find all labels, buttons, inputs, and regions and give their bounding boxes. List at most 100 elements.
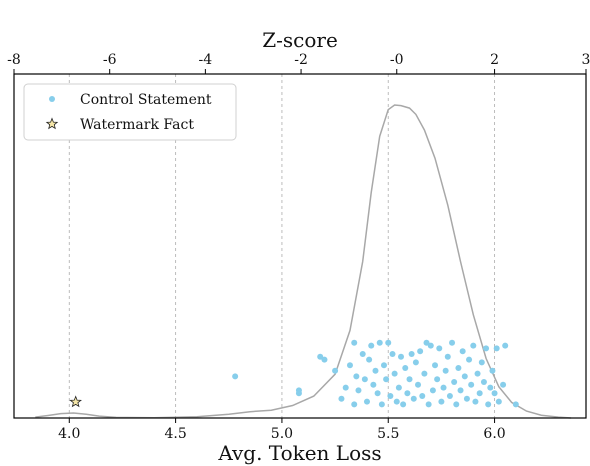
- control-point: [402, 365, 409, 371]
- control-point: [383, 376, 390, 383]
- control-point: [412, 359, 419, 366]
- control-point: [376, 339, 383, 346]
- control-point: [387, 393, 394, 399]
- control-point: [434, 376, 441, 383]
- control-point: [495, 398, 502, 405]
- control-point: [425, 401, 432, 408]
- control-point: [463, 395, 470, 402]
- z-tick-label: -4: [199, 52, 213, 68]
- watermark-point: [69, 395, 82, 408]
- data-points: [69, 339, 519, 408]
- control-point: [472, 398, 479, 405]
- control-point: [419, 393, 426, 399]
- x-tick-label: 5.5: [377, 426, 399, 442]
- control-point: [404, 390, 411, 397]
- control-point: [453, 401, 460, 408]
- control-point: [374, 390, 381, 397]
- control-point: [415, 381, 422, 388]
- control-point: [483, 345, 490, 352]
- control-point: [474, 370, 481, 377]
- plot-frame: [13, 73, 587, 419]
- control-point: [351, 339, 358, 346]
- control-point: [385, 339, 392, 346]
- control-point: [338, 395, 345, 402]
- control-point: [429, 387, 436, 394]
- legend-box: [23, 83, 237, 141]
- z-tick-label: -0: [390, 52, 404, 68]
- control-point: [444, 353, 451, 360]
- control-point: [368, 342, 375, 349]
- control-point: [440, 384, 447, 391]
- x-axis-ticks: 4.0 4.5 5.0 5.5 6.0: [58, 418, 506, 442]
- control-point: [457, 387, 464, 394]
- control-point: [493, 345, 500, 352]
- control-point: [342, 384, 349, 391]
- control-point: [489, 367, 496, 374]
- z-score-axis-ticks: -8 -6 -4 -2 -0 2 3: [7, 52, 590, 74]
- control-point: [408, 351, 415, 357]
- control-point: [423, 339, 430, 346]
- control-point: [295, 390, 302, 397]
- control-point: [355, 387, 362, 394]
- legend-watermark-marker: [45, 117, 59, 130]
- z-tick-label: 3: [582, 52, 590, 68]
- control-point: [351, 401, 358, 408]
- z-tick-label: -6: [103, 52, 117, 68]
- control-point: [446, 393, 453, 399]
- x-axis-label: Avg. Token Loss: [217, 441, 381, 465]
- control-point: [421, 370, 428, 377]
- control-point: [468, 381, 475, 388]
- legend-watermark-label: Watermark Fact: [80, 117, 194, 133]
- control-point: [461, 373, 468, 380]
- control-point: [400, 401, 407, 408]
- x-tick-label: 5.0: [271, 426, 293, 442]
- control-point: [436, 345, 443, 352]
- control-point: [417, 348, 424, 355]
- control-point: [466, 356, 473, 363]
- legend: Control Statement Watermark Fact: [23, 83, 237, 141]
- z-tick-label: -2: [294, 52, 308, 68]
- legend-control-marker: [49, 96, 55, 102]
- control-point: [455, 365, 462, 371]
- control-point: [478, 359, 485, 366]
- control-point: [438, 398, 445, 405]
- control-point: [449, 339, 456, 346]
- control-point: [512, 401, 519, 408]
- density-curve: [35, 104, 572, 419]
- control-point: [353, 373, 360, 380]
- control-point: [359, 351, 366, 357]
- control-point: [502, 342, 509, 349]
- z-tick-label: 2: [490, 52, 499, 68]
- control-point: [378, 401, 385, 408]
- control-point: [391, 370, 398, 377]
- control-point: [485, 401, 492, 408]
- control-point: [332, 367, 339, 374]
- control-point: [470, 342, 477, 349]
- control-point: [476, 390, 483, 397]
- control-point: [372, 367, 379, 374]
- control-point: [321, 356, 328, 363]
- control-point: [410, 395, 417, 402]
- control-point: [491, 390, 498, 397]
- control-point: [500, 381, 507, 388]
- legend-control-label: Control Statement: [80, 92, 212, 108]
- control-point: [395, 384, 402, 391]
- control-point: [317, 353, 324, 360]
- control-point: [406, 376, 413, 383]
- control-point: [398, 353, 405, 360]
- control-point: [451, 379, 458, 385]
- control-point: [361, 376, 368, 383]
- control-point: [370, 381, 377, 388]
- x-tick-label: 4.5: [164, 426, 186, 442]
- control-point: [442, 367, 449, 374]
- control-point: [480, 379, 487, 385]
- control-point: [232, 373, 239, 380]
- z-tick-label: -8: [7, 52, 21, 68]
- control-point: [363, 398, 370, 405]
- control-point: [427, 342, 434, 349]
- control-point: [346, 362, 353, 369]
- control-point: [366, 356, 373, 363]
- x-tick-label: 6.0: [483, 426, 505, 442]
- z-score-axis-label: Z-score: [262, 28, 338, 52]
